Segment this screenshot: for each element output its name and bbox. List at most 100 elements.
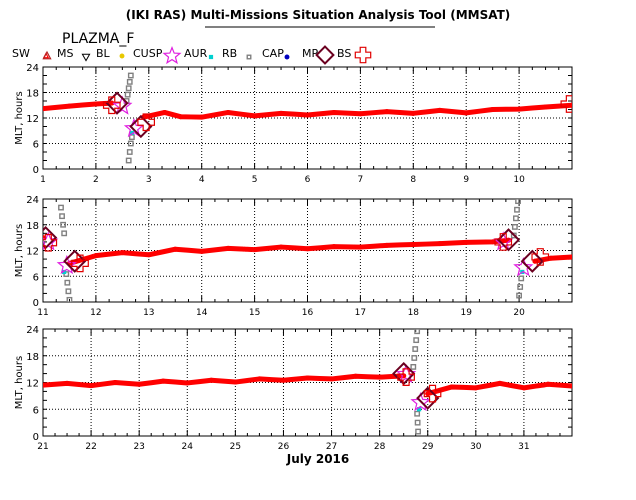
legend-marker-cusp (119, 53, 125, 59)
sw-point (425, 391, 431, 397)
legend-marker-aur (162, 45, 182, 65)
sw-trajectory (141, 102, 572, 120)
series-rb (62, 269, 525, 275)
y-tick-label: 24 (26, 63, 39, 74)
sw-point (225, 109, 231, 115)
point-cap (126, 78, 133, 85)
legend: SW MS BL CUSP AUR RB CAP MP BS (12, 45, 372, 65)
series-sw (43, 373, 572, 397)
sw-point (521, 385, 527, 391)
series-rb (416, 407, 422, 412)
series-bs_cross (397, 368, 442, 403)
sw-point (93, 101, 99, 107)
point-rb (416, 407, 422, 412)
x-tick-label: 20 (513, 308, 525, 318)
series-bs (105, 91, 153, 139)
x-tick-label: 16 (302, 308, 314, 318)
point-bs (105, 91, 129, 115)
x-tick-label: 13 (143, 308, 154, 318)
sw-point (463, 110, 469, 116)
x-tick-label: 17 (355, 308, 366, 318)
point-bs_cross (71, 254, 89, 273)
sw-point (490, 239, 496, 245)
sw-point (449, 384, 455, 390)
point-bs_cross (102, 96, 121, 115)
point-cap (415, 428, 422, 435)
y-tick-label: 12 (26, 247, 39, 258)
sw-point (172, 246, 178, 252)
sw-point (331, 244, 337, 250)
point-cap (414, 419, 421, 426)
sw-point (66, 103, 72, 109)
point-cap (412, 346, 419, 352)
y-tick-label: 6 (33, 272, 39, 283)
x-tick-label: 15 (249, 308, 260, 318)
panel-frame (42, 328, 573, 437)
y-tick-label: 12 (26, 114, 39, 125)
x-tick-label: 28 (374, 442, 386, 452)
legend-label-rb: RB (222, 47, 237, 60)
y-axis-label: MLT, hours (14, 91, 25, 144)
sw-point (93, 253, 99, 259)
point-bs_cross (43, 233, 58, 252)
sw-point (225, 245, 231, 251)
legend-marker-bl (81, 53, 91, 62)
sw-point (232, 379, 238, 385)
x-tick-label: 14 (196, 308, 208, 318)
sw-point (473, 385, 479, 391)
x-tick-label: 7 (358, 175, 364, 185)
point-cap (513, 215, 519, 222)
y-tick-label: 12 (26, 379, 39, 390)
sw-point (256, 376, 262, 382)
sw-point (357, 111, 363, 117)
legend-marker-mp (284, 54, 290, 60)
point-bs (520, 249, 544, 273)
legend-marker-cap (246, 54, 252, 60)
sw-point (569, 102, 572, 108)
satellite-name: PLAZMA_F (62, 31, 134, 47)
x-tick-label: 1 (40, 175, 46, 185)
series-sw (43, 235, 572, 266)
point-cap (127, 72, 134, 79)
point-cap (411, 355, 418, 361)
sw-point (305, 112, 310, 118)
sw-point (437, 241, 443, 247)
sw-point (305, 246, 310, 252)
point-rb (129, 130, 134, 135)
point-bs (129, 114, 153, 139)
point-cap (65, 288, 72, 295)
point-cap (60, 221, 67, 228)
sw-point (146, 252, 152, 258)
plot-area (43, 72, 572, 164)
point-cap (125, 85, 132, 92)
point-cap (59, 213, 65, 220)
x-tick-label: 5 (252, 175, 258, 185)
sw-point (490, 107, 496, 112)
sw-point (463, 239, 469, 245)
x-tick-label: 6 (305, 175, 311, 185)
sw-point (162, 109, 168, 115)
sw-point (331, 109, 337, 115)
point-cap (126, 149, 133, 155)
legend-label-bs: BS (337, 47, 351, 60)
y-tick-label: 18 (26, 221, 39, 232)
series-cap (410, 329, 422, 435)
point-cap (413, 337, 420, 344)
panel-frame (42, 66, 573, 170)
sw-point (305, 375, 310, 381)
series-cap (58, 199, 525, 302)
sw-point (280, 377, 286, 383)
x-tick-label: 23 (133, 442, 144, 452)
panel-3: 0 6 12 18 24 21 22 23 24 25 26 27 28 29 30 31 MLT, hours (14, 325, 573, 452)
point-cap (414, 410, 421, 417)
point-cap (515, 199, 521, 205)
x-tick-label: 3 (146, 175, 152, 185)
point-bs (496, 228, 521, 252)
x-tick-label: 9 (463, 175, 469, 185)
y-axis-label: MLT, hours (14, 356, 25, 409)
sw-point (252, 113, 258, 119)
y-tick-label: 24 (26, 195, 39, 206)
legend-marker-bs (315, 45, 335, 65)
